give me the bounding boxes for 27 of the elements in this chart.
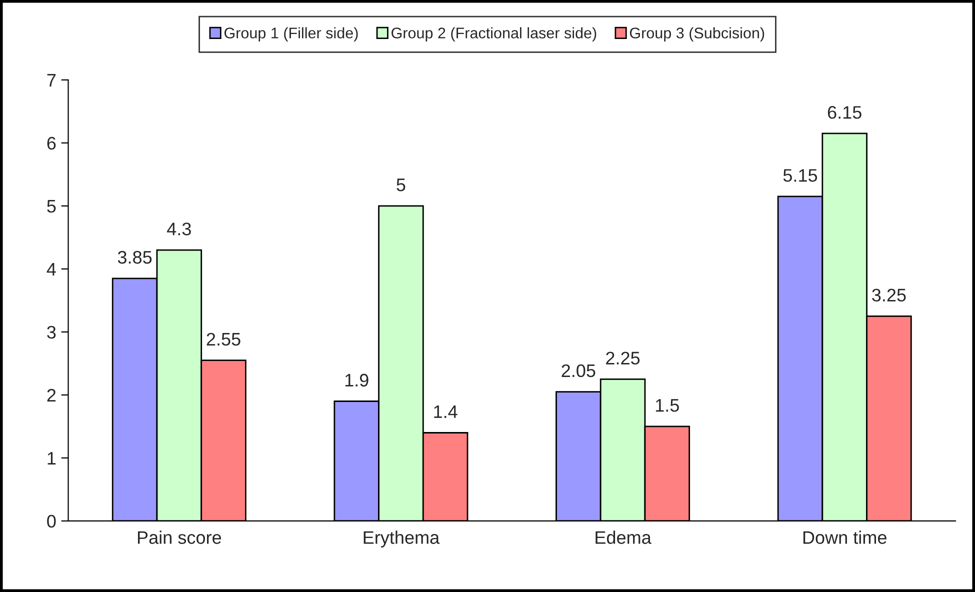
y-tick-label: 2: [47, 388, 56, 402]
data-label: 5.15: [783, 169, 818, 182]
data-label: 1.5: [656, 399, 679, 412]
x-tick-label: Down time: [803, 530, 886, 544]
legend-label: Group 1 (Filler side): [224, 27, 358, 42]
legend-label: Group 3 (Subcision): [630, 27, 764, 42]
data-label: 2.25: [606, 352, 640, 365]
data-label: 2.55: [206, 332, 240, 346]
data-label: 1.9: [345, 374, 368, 387]
legend-label: Group 2 (Fractional laser side): [392, 27, 596, 42]
data-label: 5: [396, 178, 406, 192]
y-tick-label: 6: [47, 136, 56, 150]
data-label: 3.85: [118, 250, 152, 264]
y-tick-label: 1: [48, 452, 56, 464]
y-tick-label: 4: [46, 263, 56, 276]
x-tick-label: Edema: [596, 530, 652, 544]
data-label: 6.15: [828, 106, 862, 119]
y-tick-label: 7: [47, 74, 56, 86]
y-tick-label: 5: [47, 200, 56, 213]
data-label: 1.4: [434, 405, 458, 418]
data-label: 2.05: [562, 364, 596, 378]
y-tick-label: 3: [47, 326, 56, 339]
y-tick-label: 0: [47, 514, 56, 528]
x-tick-label: Erythema: [364, 530, 440, 548]
data-label: 4.3: [167, 222, 191, 236]
x-tick-label: Pain score: [138, 530, 222, 544]
data-label: 3.25: [872, 288, 906, 302]
